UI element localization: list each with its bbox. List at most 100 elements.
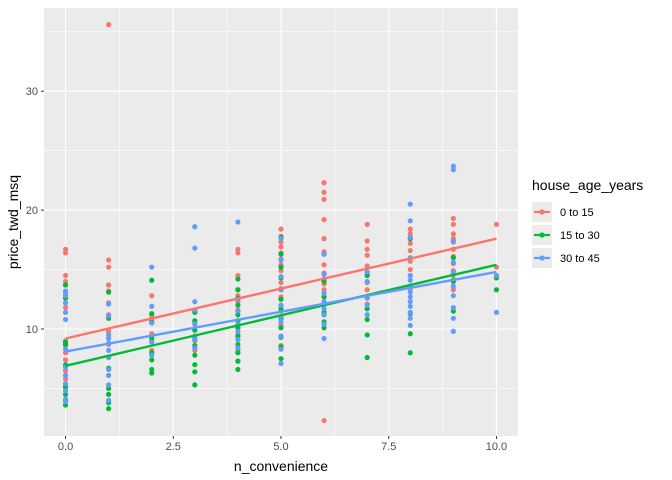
data-point-series-2 [450, 167, 456, 173]
data-point-series-0 [364, 246, 370, 252]
data-point-series-1 [106, 391, 112, 397]
data-point-series-1 [364, 354, 370, 361]
data-point-series-0 [278, 226, 284, 232]
data-point-series-2 [407, 201, 413, 207]
data-point-series-1 [364, 332, 370, 338]
data-point-series-2 [450, 269, 456, 275]
data-point-series-1 [62, 402, 69, 408]
data-point-series-2 [192, 299, 198, 305]
data-point-series-2 [321, 312, 327, 318]
data-point-series-1 [235, 276, 241, 282]
data-point-series-0 [321, 287, 327, 293]
data-point-series-2 [62, 309, 69, 315]
trend-line-series-2 [65, 270, 497, 353]
data-point-series-1 [149, 277, 155, 283]
data-point-series-0 [407, 226, 413, 232]
data-point-series-0 [364, 221, 370, 227]
data-point-series-2 [192, 224, 198, 230]
data-point-series-1 [235, 287, 241, 293]
trend-line-series-1 [65, 263, 497, 368]
data-point-series-1 [192, 352, 198, 358]
data-point-series-2 [278, 333, 284, 339]
data-point-series-0 [321, 236, 327, 242]
data-point-series-2 [364, 278, 370, 285]
data-point-series-0 [321, 417, 327, 424]
data-point-series-2 [278, 319, 284, 325]
data-point-series-0 [450, 231, 456, 237]
data-point-series-0 [450, 221, 456, 227]
data-point-series-2 [149, 352, 155, 358]
data-point-series-2 [450, 305, 456, 311]
y-tick-label: 10 [26, 324, 38, 336]
data-point-series-1 [450, 255, 456, 261]
data-point-series-2 [149, 339, 155, 345]
data-point-series-0 [106, 257, 112, 263]
data-point-series-2 [62, 388, 69, 394]
data-point-series-0 [407, 231, 413, 237]
x-tick-label: 5.0 [273, 441, 288, 453]
data-point-series-2 [149, 320, 155, 326]
legend: house_age_years 0 to 15 15 to 30 30 to 45 [532, 177, 643, 268]
data-point-series-0 [235, 272, 241, 279]
data-point-series-1 [62, 341, 69, 348]
data-point-series-2 [450, 293, 456, 299]
data-point-series-1 [235, 366, 241, 373]
data-point-series-1 [407, 331, 413, 337]
legend-label-1: 15 to 30 [560, 230, 600, 242]
data-point-series-2 [278, 360, 284, 367]
data-point-series-0 [321, 189, 327, 195]
data-point-series-2 [106, 382, 112, 388]
data-point-series-0 [62, 376, 69, 382]
legend-key-point [539, 232, 545, 238]
data-point-series-2 [62, 300, 69, 306]
data-point-series-2 [192, 321, 198, 327]
data-point-series-0 [407, 247, 413, 254]
data-point-series-1 [450, 308, 456, 314]
data-point-series-2 [321, 290, 327, 296]
data-point-series-2 [106, 313, 112, 319]
data-point-series-2 [106, 332, 112, 338]
data-point-series-2 [321, 321, 327, 327]
data-point-series-2 [62, 381, 69, 387]
trend-lines [65, 237, 497, 368]
data-point-series-0 [62, 250, 69, 256]
data-point-series-2 [106, 372, 112, 378]
data-point-series-1 [278, 306, 284, 312]
x-axis-title: n_convenience [234, 458, 328, 474]
data-point-series-0 [62, 305, 69, 311]
data-point-series-2 [106, 366, 112, 373]
data-point-series-2 [407, 218, 413, 224]
data-point-series-1 [149, 366, 155, 373]
data-point-series-2 [235, 219, 241, 225]
legend-key-1 [532, 225, 552, 245]
data-point-series-2 [106, 397, 112, 403]
data-point-series-0 [407, 266, 413, 273]
data-point-series-2 [106, 301, 112, 307]
x-tick-label: 7.5 [381, 441, 396, 453]
data-point-series-0 [235, 246, 241, 252]
legend-label-2: 30 to 45 [560, 253, 600, 265]
data-point-series-2 [149, 264, 155, 270]
data-point-series-2 [235, 308, 241, 314]
data-point-series-0 [450, 215, 456, 222]
legend-key-2 [532, 248, 552, 268]
data-point-series-0 [321, 217, 327, 223]
data-point-series-2 [493, 309, 500, 315]
data-point-series-2 [62, 293, 69, 299]
data-point-series-2 [278, 257, 284, 263]
data-point-series-2 [278, 274, 284, 280]
y-axis-title: price_twd_msq [5, 175, 21, 269]
x-tick-label: 0.0 [58, 441, 73, 453]
data-point-series-2 [278, 236, 284, 242]
data-point-series-1 [62, 384, 69, 390]
data-point-series-1 [278, 264, 284, 270]
data-point-series-0 [321, 262, 327, 268]
data-point-series-2 [192, 345, 198, 351]
data-point-series-0 [278, 280, 284, 286]
data-point-series-1 [149, 370, 155, 376]
y-axis: 10 20 30 [26, 86, 44, 336]
legend-key-point [539, 209, 545, 215]
data-point-series-0 [321, 196, 327, 203]
data-point-series-0 [321, 180, 327, 186]
